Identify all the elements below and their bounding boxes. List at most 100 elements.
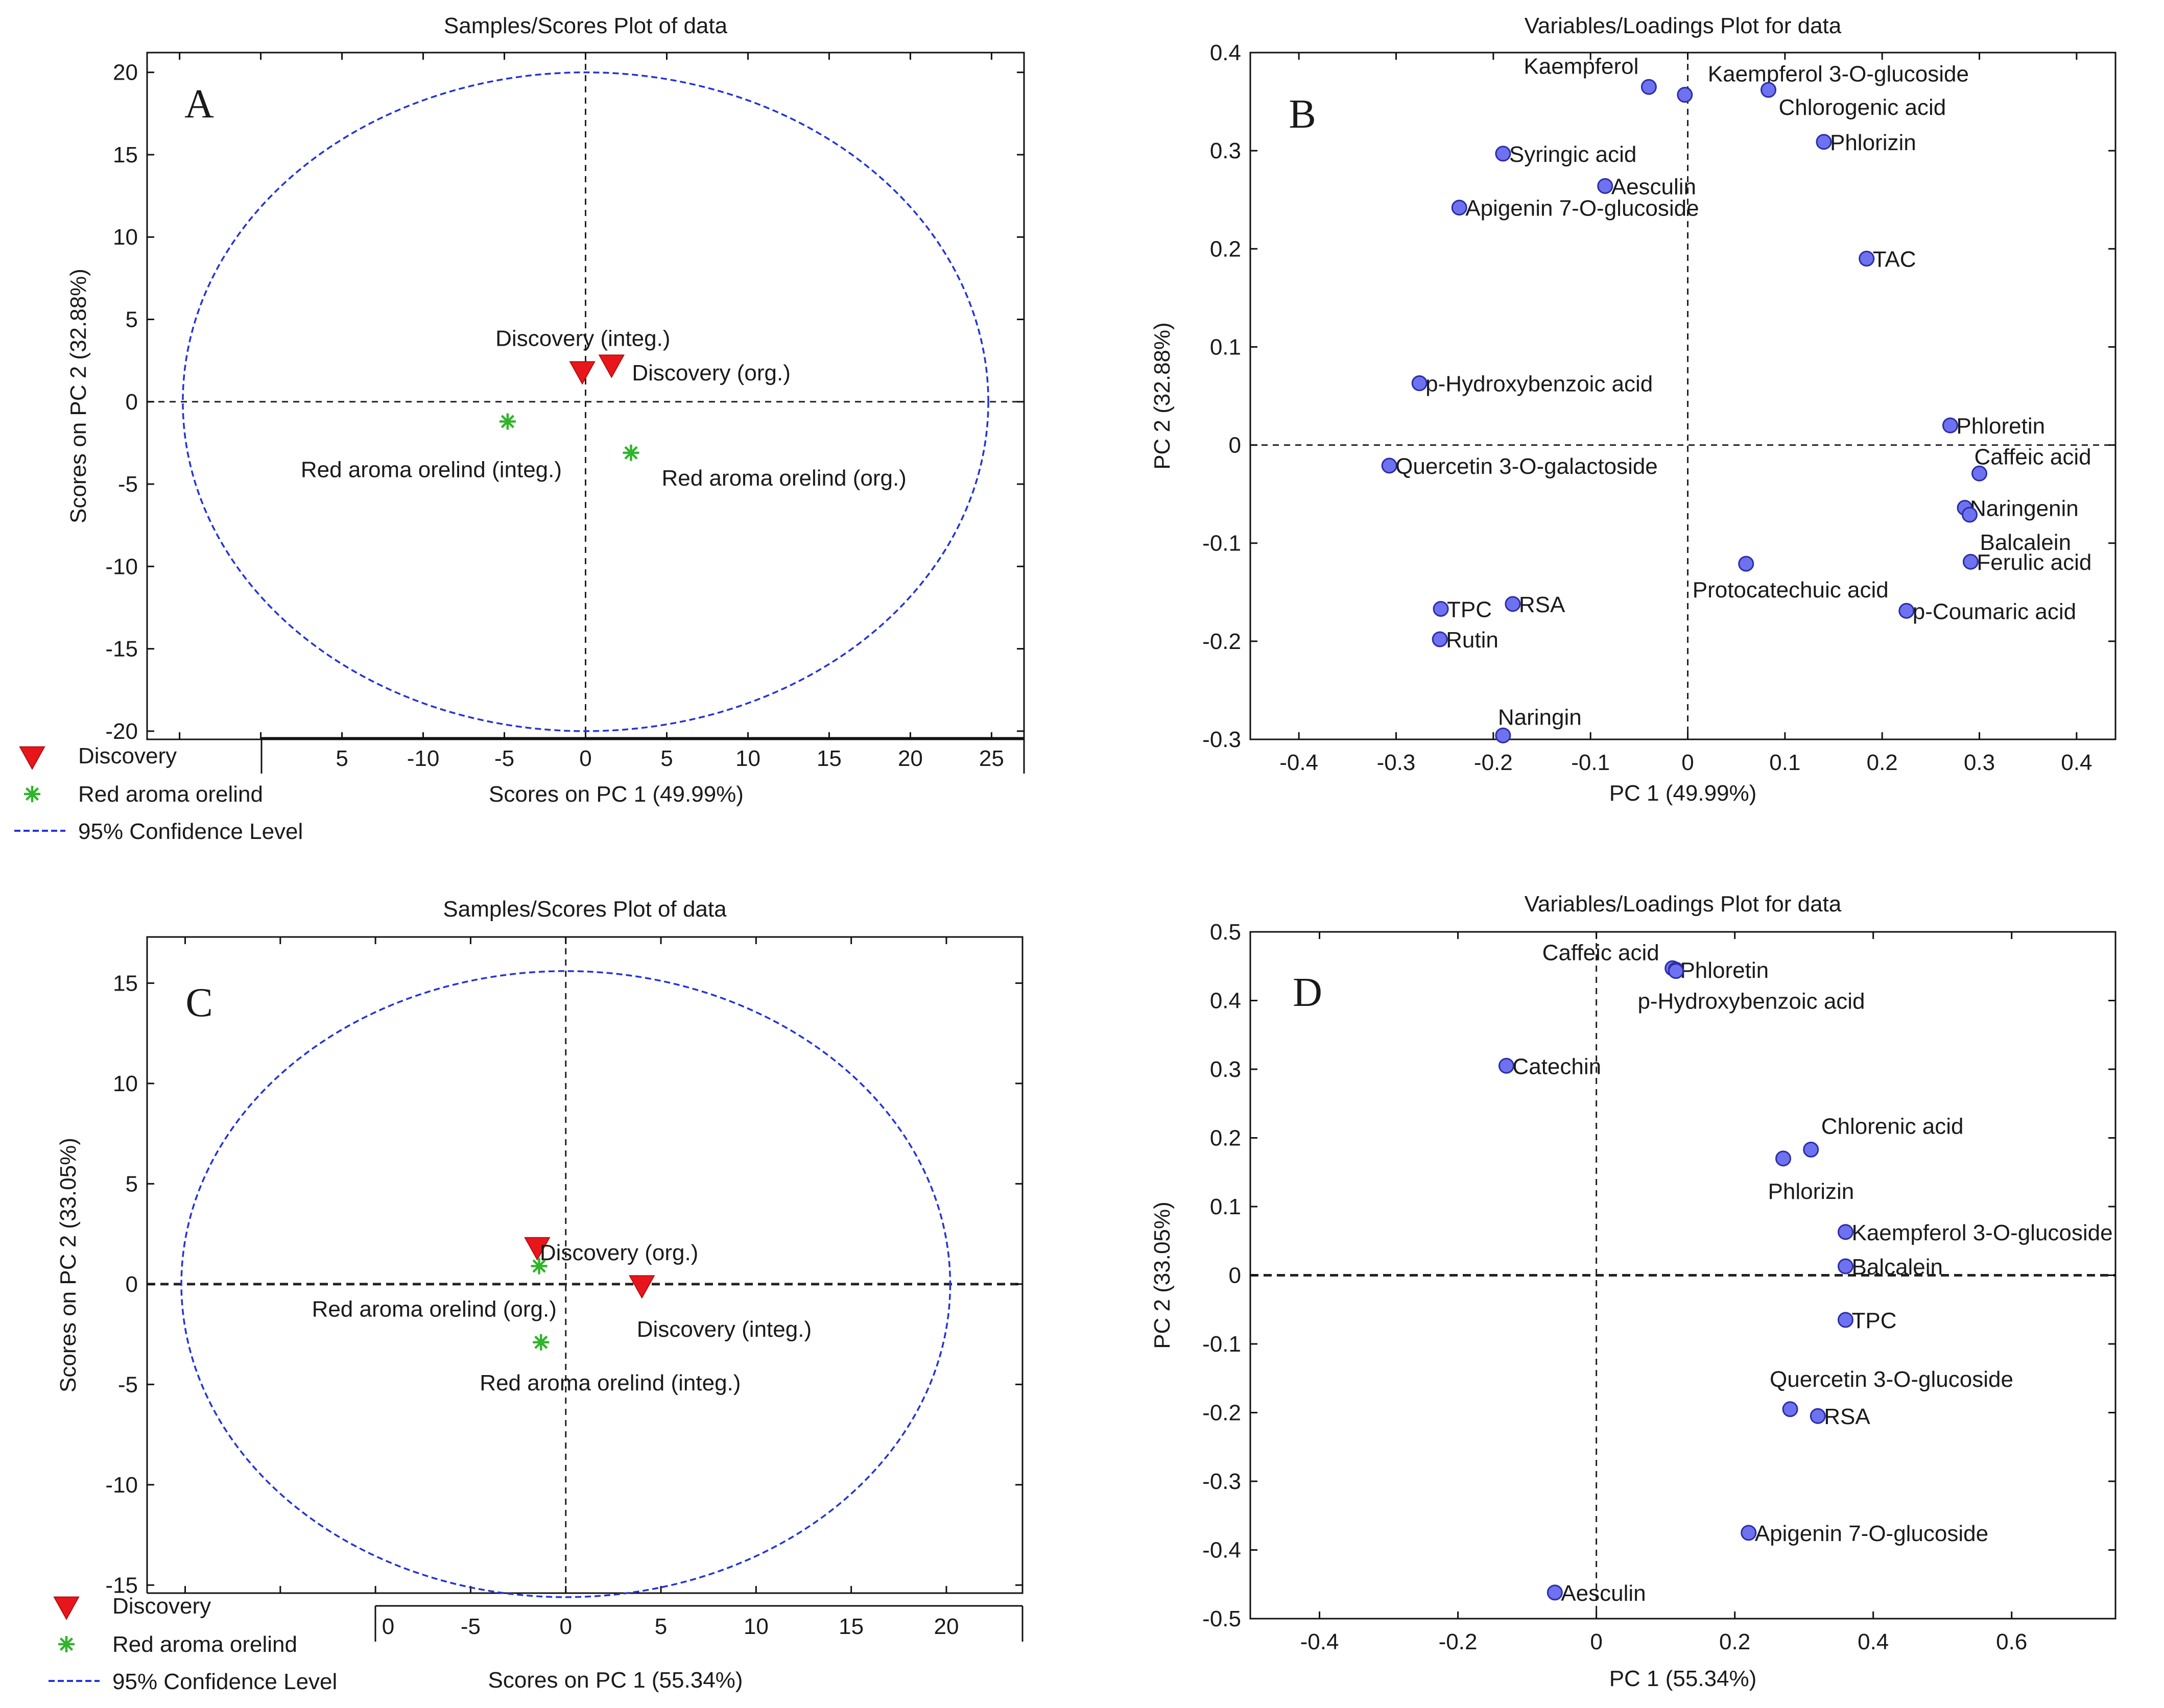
point-label: p-Hydroxybenzoic acid	[1425, 372, 1653, 397]
point-label: Caffeic acid	[1542, 940, 1659, 965]
y-tick-label: -5	[118, 472, 138, 497]
x-tick-label: 0.1	[1769, 750, 1800, 775]
point-kaempferol-3-o-glucoside	[1677, 87, 1693, 103]
point-discovery-org	[524, 1237, 551, 1261]
x-tick-label: 20	[934, 1614, 959, 1639]
x-tick-label: -0.2	[1439, 1629, 1478, 1654]
x-tick-label: 10	[735, 746, 760, 771]
y-tick-label: 0.4	[1210, 40, 1241, 65]
point-label: Discovery (integ.)	[495, 326, 670, 351]
x-tick-label: 10	[744, 1614, 769, 1639]
point-label: Aesculin	[1561, 1581, 1646, 1606]
point-label: Red aroma orelind (integ.)	[301, 457, 562, 482]
chart-title: Samples/Scores Plot of data	[443, 897, 727, 922]
panel-letter: D	[1293, 970, 1322, 1015]
point-label: Balcalein	[1851, 1255, 1943, 1280]
legend-triangle-icon	[19, 746, 45, 770]
point-label: Phloretin	[1680, 958, 1769, 983]
legend-label: Discovery	[78, 743, 177, 768]
point-label: Quercetin 3-O-galactoside	[1395, 454, 1658, 479]
y-tick-label: -0.2	[1202, 629, 1241, 654]
point-label: p-Hydroxybenzoic acid	[1637, 989, 1865, 1014]
panel-b: Variables/Loadings Plot for data -0.3 -0.2…	[1150, 13, 2117, 806]
point-p-coumaric-acid	[1898, 603, 1915, 619]
x-tick-label: -0.1	[1571, 750, 1610, 775]
x-tick-label: -10	[407, 746, 440, 771]
point-label: Kaempferol 3-O-glucoside	[1708, 62, 1969, 87]
point-chlorogenic-acid	[1760, 82, 1776, 98]
point-red-aroma-orelind-integ	[533, 1334, 550, 1351]
point-apigenin-7-o-glucoside	[1451, 200, 1467, 216]
point-catechin	[1498, 1057, 1514, 1074]
plot-frame	[146, 936, 1024, 1594]
point-label: RSA	[1824, 1404, 1870, 1429]
point-label: Rutin	[1446, 628, 1499, 653]
point-apigenin-7-o-glucoside	[1741, 1525, 1757, 1541]
plot-frame	[1249, 52, 2117, 740]
panel-letter: B	[1289, 92, 1316, 137]
x-tick-label: -5	[461, 1614, 481, 1639]
point-label: Quercetin 3-O-glucoside	[1770, 1367, 2013, 1392]
point-aesculin	[1597, 178, 1613, 194]
x-tick-label: 0.2	[1719, 1629, 1750, 1654]
legend-star-icon	[58, 1636, 75, 1652]
y-tick-label: -0.1	[1202, 1332, 1241, 1357]
x-axis-label: PC 1 (55.34%)	[1609, 1666, 1757, 1691]
x-axis-label: PC 1 (49.99%)	[1609, 781, 1757, 806]
point-label: Discovery (org.)	[540, 1240, 699, 1265]
panel-c: Samples/Scores Plot of data -15 -10 -5 0 5 10 1…	[49, 897, 1024, 1694]
y-axis-label: Scores on PC 2 (33.05%)	[56, 1138, 81, 1392]
x-tick-label: 15	[839, 1614, 864, 1639]
point-label: Discovery (integ.)	[637, 1317, 812, 1342]
panel-a: Samples/Scores Plot of data -20 -15 -10 -5 0 5…	[14, 13, 1025, 844]
panel-letter: A	[184, 82, 214, 127]
point-red-aroma-orelind-org	[623, 444, 639, 461]
point-label: Chlorogenic acid	[1778, 95, 1946, 120]
y-tick-label: 15	[113, 971, 138, 996]
point-balcalein	[1961, 507, 1978, 523]
point-label: p-Coumaric acid	[1913, 599, 2076, 624]
y-tick-label: 0	[126, 1272, 138, 1297]
x-tick-label: -5	[494, 746, 514, 771]
x-tick-label: 0.4	[1858, 1629, 1889, 1654]
x-axis-label: Scores on PC 1 (49.99%)	[489, 782, 744, 807]
point-p-hydroxybenzoic-acid	[1668, 963, 1684, 979]
y-tick-label: -0.5	[1202, 1606, 1241, 1631]
x-tick-label: 0.3	[1964, 750, 1995, 775]
x-tick-label: 0	[382, 1614, 394, 1639]
point-discovery-org	[598, 354, 625, 378]
y-tick-label: 0.3	[1210, 138, 1241, 163]
legend-star-icon	[24, 786, 40, 802]
legend-label: Red aroma orelind	[112, 1632, 297, 1657]
point-quercetin-3-o-galactoside	[1381, 458, 1397, 474]
x-tick-label: 0	[559, 1614, 572, 1639]
point-label: Red aroma orelind (org.)	[662, 466, 907, 491]
point-label: Kaempferol	[1524, 54, 1638, 79]
x-tick-label: 0.2	[1867, 750, 1898, 775]
x-tick-label: 20	[898, 746, 923, 771]
panel-d: Variables/Loadings Plot for data -0.5 -0.4…	[1150, 892, 2117, 1691]
y-axis-label: Scores on PC 2 (32.88%)	[66, 269, 91, 523]
point-label: Naringin	[1498, 705, 1582, 730]
point-rsa	[1810, 1408, 1826, 1424]
point-naringin	[1495, 727, 1511, 743]
point-label: Kaempferol 3-O-glucoside	[1851, 1220, 2112, 1245]
y-tick-label: -0.1	[1202, 531, 1241, 556]
point-label: RSA	[1519, 592, 1565, 617]
point-label: Syringic acid	[1509, 142, 1636, 167]
x-tick-label: 0.6	[1996, 1629, 2027, 1654]
point-protocatechuic-acid	[1738, 556, 1754, 572]
y-tick-label: 0.1	[1210, 1194, 1241, 1219]
y-tick-label: 5	[126, 1171, 138, 1196]
y-tick-label: -10	[105, 1473, 138, 1498]
point-label: Catechin	[1512, 1054, 1601, 1079]
confidence-ellipse	[182, 71, 989, 732]
point-label: Apigenin 7-O-glucoside	[1465, 196, 1699, 221]
chart-title: Samples/Scores Plot of data	[444, 13, 728, 38]
y-axis-label: PC 2 (32.88%)	[1150, 322, 1175, 470]
point-label: Phlorizin	[1768, 1179, 1854, 1204]
y-tick-label: -10	[105, 554, 138, 579]
point-chlorenic-acid	[1803, 1141, 1819, 1158]
y-tick-label: 0	[1229, 1263, 1241, 1288]
